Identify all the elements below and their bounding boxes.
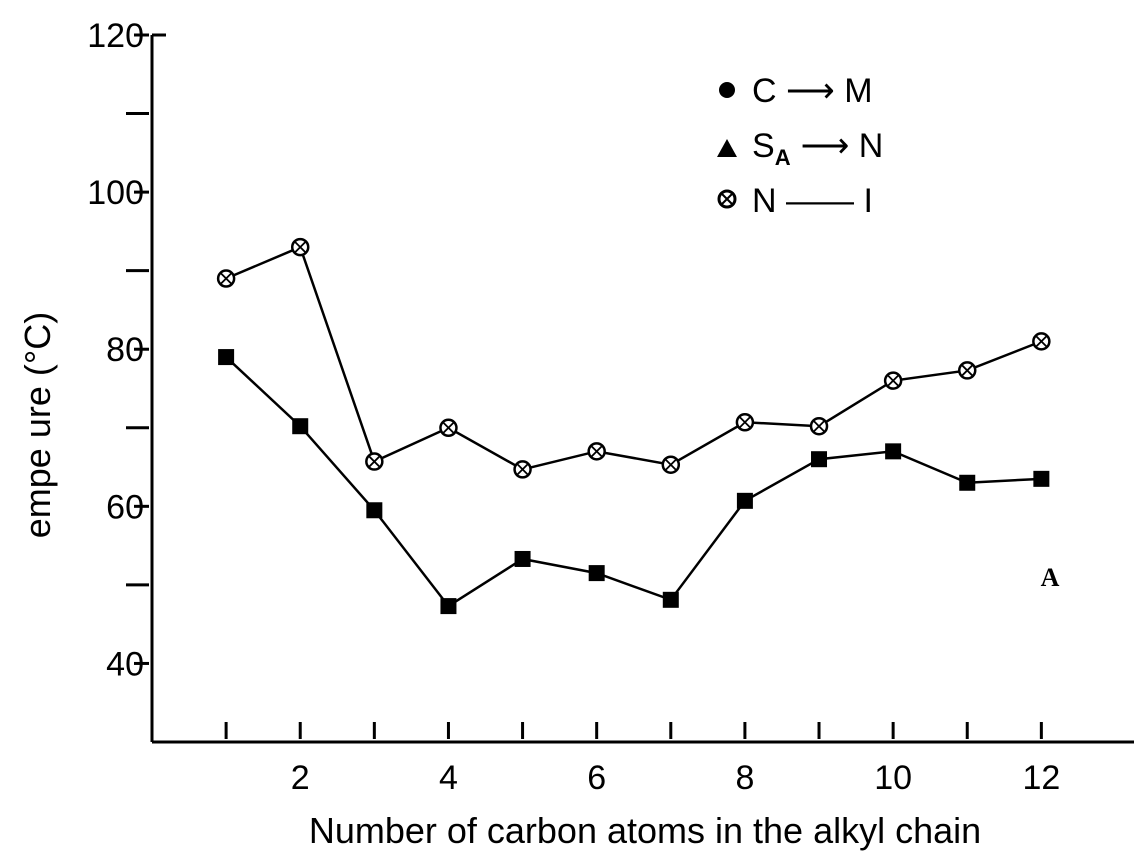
legend-label-sa-n: SA ⟶ N (752, 127, 883, 170)
data-point-square (959, 474, 976, 491)
data-point-square (588, 565, 605, 582)
x-axis-title: Number of carbon atoms in the alkyl chai… (309, 810, 981, 851)
axes (150, 33, 1134, 744)
y-axis-title: empe ure (°C) (17, 312, 58, 538)
data-point-square (292, 418, 309, 435)
data-point-circle-cross (661, 455, 681, 474)
data-point-circle-cross (290, 237, 310, 257)
y-tick-label: 80 (106, 331, 144, 369)
y-tick-label: 120 (87, 17, 144, 55)
y-tick-label: 100 (87, 174, 144, 212)
data-point-square (662, 591, 679, 608)
x-tick-label: 6 (587, 759, 606, 797)
series-line (225, 356, 1042, 608)
x-tick-label: 10 (874, 759, 912, 797)
data-point-circle-cross (957, 361, 977, 380)
x-tick-label: 8 (735, 759, 754, 797)
data-point-circle-cross (883, 371, 903, 390)
x-tick-label: 2 (291, 759, 310, 797)
data-point-square (514, 550, 531, 567)
annotation-label: A (1041, 563, 1060, 592)
x-tick-label: 4 (439, 759, 458, 797)
data-point-circle-cross (439, 418, 458, 438)
legend-label-c-m: C ⟶ M (752, 72, 873, 110)
data-point-circle-cross (587, 442, 606, 461)
legend-label-n-i: N —— I (752, 182, 873, 220)
y-axis-ticks: 120 100 80 60 40 (87, 17, 149, 683)
legend: C ⟶ M SA ⟶ N N —— I (717, 72, 883, 220)
legend-marker-triangle (717, 139, 737, 157)
x-tick-label: 12 (1022, 759, 1060, 797)
data-point-square (736, 492, 753, 509)
x-axis-ticks: 2 4 6 8 10 12 (224, 722, 1060, 797)
y-tick-label: 40 (106, 645, 144, 683)
data-point-circle-cross (809, 416, 829, 436)
data-point-circle-cross (1032, 332, 1051, 351)
data-point-circle-cross (365, 452, 384, 471)
data-point-circle-cross (513, 460, 532, 479)
data-point-circle-cross (216, 269, 236, 288)
series-layer (216, 237, 1051, 615)
series-line (225, 245, 1042, 471)
data-point-square (218, 349, 235, 366)
data-point-circle-cross (735, 413, 755, 432)
data-point-square (885, 443, 902, 460)
data-point-square (811, 451, 828, 468)
data-point-square (440, 598, 457, 615)
data-point-square (1033, 470, 1050, 487)
series-square (218, 349, 1050, 615)
legend-marker-circle-cross (717, 189, 737, 209)
data-point-square (366, 502, 383, 519)
series-circle-cross (216, 237, 1051, 479)
legend-marker-circle (719, 82, 735, 98)
y-tick-label: 60 (106, 488, 144, 526)
